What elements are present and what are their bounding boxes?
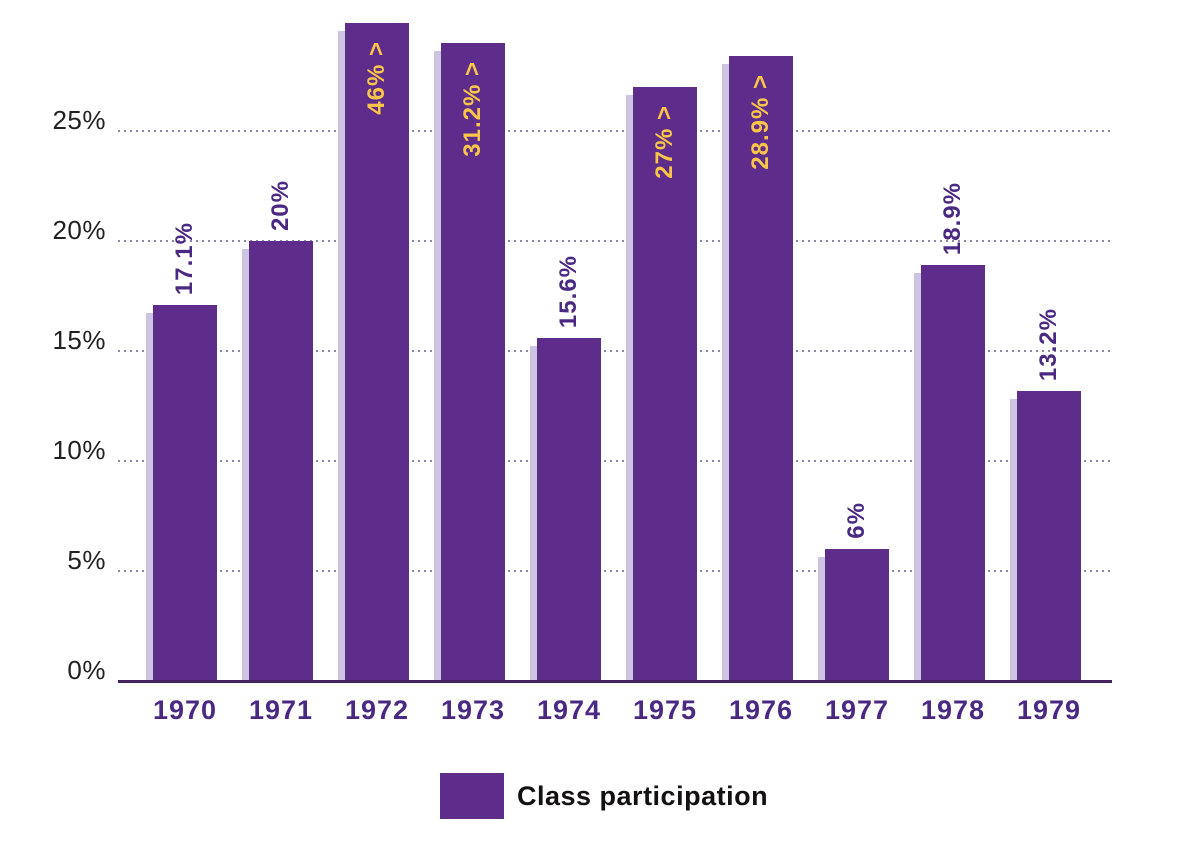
x-tick-label-1971: 1971 [248, 695, 314, 725]
bar-value-label-wrap-1977: 6% [825, 0, 889, 539]
bar-1971 [249, 241, 313, 681]
bar-1975 [633, 87, 697, 681]
bar-value-label-1970: 17.1% [171, 221, 198, 295]
bar-value-label-1971: 20% [267, 179, 294, 231]
x-tick-label-1973: 1973 [440, 695, 506, 725]
gridline-15pct [118, 350, 1112, 352]
x-tick-label-1972: 1972 [344, 695, 410, 725]
bar-value-label-wrap-1974: 15.6% [537, 0, 601, 328]
x-axis-line [118, 680, 1112, 683]
x-tick-label-1978: 1978 [920, 695, 986, 725]
x-tick-label-1977: 1977 [824, 695, 890, 725]
bar-value-label-wrap-1979: 13.2% [1017, 0, 1081, 381]
gridline-5pct [118, 570, 1112, 572]
bar-value-label-1978: 18.9% [939, 181, 966, 255]
bar-1972 [345, 23, 409, 681]
bar-1970 [153, 305, 217, 681]
bar-value-label-wrap-1978: 18.9% [921, 0, 985, 255]
y-tick-label-20pct: 20% [52, 215, 106, 245]
x-tick-label-1979: 1979 [1016, 695, 1082, 725]
bar-value-label-1974: 15.6% [555, 254, 582, 328]
legend-label: Class participation [517, 780, 769, 811]
y-tick-label-15pct: 15% [52, 325, 106, 355]
bar-value-label-1979: 13.2% [1035, 307, 1062, 381]
bar-1978 [921, 265, 985, 681]
gridline-20pct [118, 240, 1112, 242]
y-tick-label-5pct: 5% [67, 545, 106, 575]
gridline-25pct [118, 130, 1112, 132]
x-tick-label-1970: 1970 [152, 695, 218, 725]
gridline-10pct [118, 460, 1112, 462]
bar-value-label-wrap-1970: 17.1% [153, 0, 217, 295]
y-tick-label-10pct: 10% [52, 435, 106, 465]
x-tick-label-1976: 1976 [728, 695, 794, 725]
y-tick-label-0pct: 0% [67, 655, 106, 685]
y-tick-label-25pct: 25% [52, 105, 106, 135]
bar-1973 [441, 43, 505, 681]
bar-1979 [1017, 391, 1081, 681]
bar-1976 [729, 56, 793, 681]
bar-value-label-wrap-1971: 20% [249, 0, 313, 231]
bar-1974 [537, 338, 601, 681]
legend: Class participation [440, 773, 768, 819]
bar-value-label-1977: 6% [843, 502, 870, 539]
x-tick-label-1975: 1975 [632, 695, 698, 725]
x-tick-label-1974: 1974 [536, 695, 602, 725]
legend-swatch [440, 773, 504, 819]
bar-1977 [825, 549, 889, 681]
